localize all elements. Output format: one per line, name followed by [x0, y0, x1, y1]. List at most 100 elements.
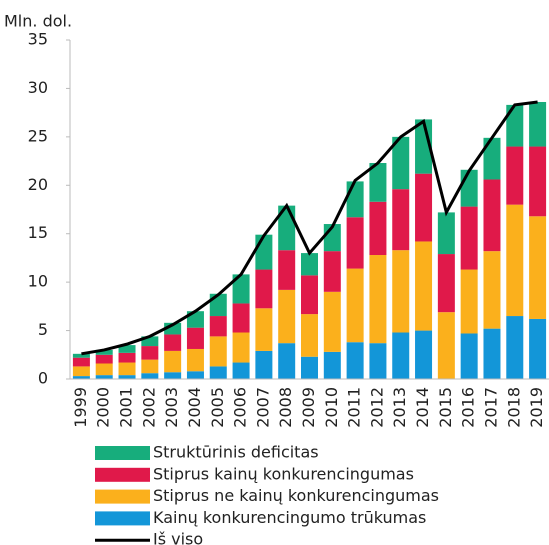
bar-segment — [209, 316, 227, 337]
x-tick-label: 2005 — [208, 387, 227, 428]
bar-segment — [95, 375, 113, 379]
bar-segment — [392, 136, 410, 190]
legend-label: Stiprus ne kainų konkurencingumas — [153, 486, 439, 505]
bar-segment — [186, 371, 204, 379]
y-tick-label: 10 — [28, 272, 48, 291]
bar-segment — [255, 269, 273, 309]
bar-segment — [72, 357, 90, 367]
bar-segment — [415, 241, 433, 331]
y-tick-label: 15 — [28, 223, 48, 242]
y-tick-label: 35 — [28, 30, 48, 49]
x-tick-label: 2002 — [139, 387, 158, 428]
legend-swatch — [95, 446, 150, 460]
x-tick-label: 2004 — [185, 387, 204, 428]
bar-segment — [437, 312, 455, 379]
bar-segment — [392, 332, 410, 379]
bar-segment — [255, 350, 273, 379]
bar-segment — [392, 250, 410, 333]
bar-segment — [437, 254, 455, 313]
bar-segment — [369, 201, 387, 256]
x-tick-label: 2003 — [162, 387, 181, 428]
bar-segment — [529, 216, 547, 319]
bar-segment — [529, 318, 547, 379]
bar-segment — [255, 308, 273, 351]
bar-segment — [164, 350, 182, 373]
legend-label: Iš viso — [153, 530, 203, 545]
bar-segment — [232, 332, 250, 363]
bar-segment — [301, 314, 318, 357]
bar-segment — [460, 206, 478, 270]
bar-segment — [346, 217, 364, 269]
x-tick-label: 2015 — [436, 387, 455, 428]
legend-swatch — [95, 511, 150, 526]
bar-segment — [95, 363, 113, 376]
bar-segment — [506, 104, 524, 147]
bar-segment — [369, 343, 387, 379]
bar-segment — [415, 330, 433, 379]
bar-segment — [209, 366, 227, 379]
bar-segment — [323, 291, 341, 352]
bar-segment — [460, 269, 478, 334]
x-tick-label: 2012 — [367, 387, 386, 428]
bar-segment — [118, 375, 136, 379]
legend-swatch — [95, 489, 150, 504]
bar-segment — [72, 366, 90, 377]
x-tick-label: 2013 — [390, 387, 409, 428]
bar-segment — [415, 173, 433, 242]
x-tick-label: 2007 — [253, 387, 272, 428]
y-tick-label: 30 — [28, 78, 48, 97]
bar-segment — [529, 101, 547, 147]
bar-segment — [483, 137, 501, 180]
bar-segment — [118, 352, 136, 363]
bar-segment — [506, 146, 524, 205]
bar-segment — [164, 322, 182, 335]
bar-segment — [232, 362, 250, 379]
legend-swatch — [95, 467, 150, 482]
bar-segment — [164, 372, 182, 379]
bar-segment — [460, 333, 478, 379]
bar-segment — [118, 362, 136, 376]
bar-segment — [301, 275, 318, 315]
bar-segment — [301, 253, 318, 276]
bar-segment — [209, 293, 227, 317]
y-tick-label: 25 — [28, 126, 48, 145]
bar-segment — [323, 351, 341, 379]
bar-segment — [118, 345, 136, 353]
x-tick-label: 2009 — [299, 387, 318, 428]
bar-segment — [186, 327, 204, 349]
bar-segment — [437, 212, 455, 255]
bar-segment — [483, 328, 501, 379]
bar-segment — [72, 353, 90, 358]
x-tick-label: 2018 — [504, 387, 523, 428]
bar-segment — [346, 181, 364, 218]
legend-label: Stiprus kainų konkurencingumas — [153, 464, 414, 483]
bar-segment — [141, 359, 159, 374]
x-tick-label: 2010 — [322, 387, 341, 428]
bar-segment — [278, 250, 296, 290]
bar-segment — [346, 268, 364, 343]
bar-segment — [323, 251, 341, 292]
bar-segment — [209, 336, 227, 367]
x-tick-label: 2001 — [117, 387, 136, 428]
x-tick-label: 2014 — [413, 387, 432, 428]
bar-segment — [278, 343, 296, 379]
bar-segment — [483, 251, 501, 329]
bar-segment — [346, 342, 364, 379]
x-tick-label: 2016 — [459, 387, 478, 428]
legend-label: Kainų konkurencingumo trūkumas — [153, 508, 426, 527]
x-tick-label: 2017 — [481, 387, 500, 428]
bar-segment — [369, 163, 387, 202]
bar-segment — [301, 356, 318, 379]
x-tick-label: 2000 — [94, 387, 113, 428]
y-tick-label: 20 — [28, 175, 48, 194]
y-tick-label: 0 — [38, 369, 48, 388]
bar-segment — [483, 179, 501, 252]
bar-segment — [392, 189, 410, 251]
bar-segment — [232, 303, 250, 333]
legend-label: Struktūrinis deficitas — [153, 443, 319, 462]
bar-segment — [506, 204, 524, 317]
x-tick-label: 2019 — [527, 387, 546, 428]
bar-segment — [232, 274, 250, 304]
bar-segment — [186, 348, 204, 372]
y-tick-label: 5 — [38, 320, 48, 339]
